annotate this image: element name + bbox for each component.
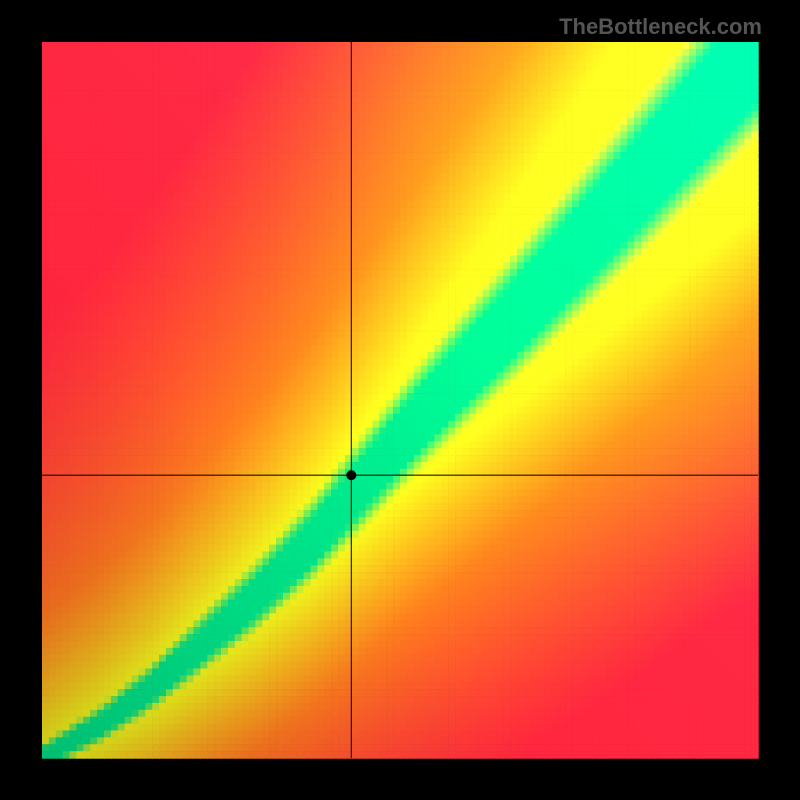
- watermark-text: TheBottleneck.com: [559, 14, 762, 40]
- chart-container: { "chart": { "type": "heatmap", "canvas_…: [0, 0, 800, 800]
- bottleneck-heatmap: [0, 0, 800, 800]
